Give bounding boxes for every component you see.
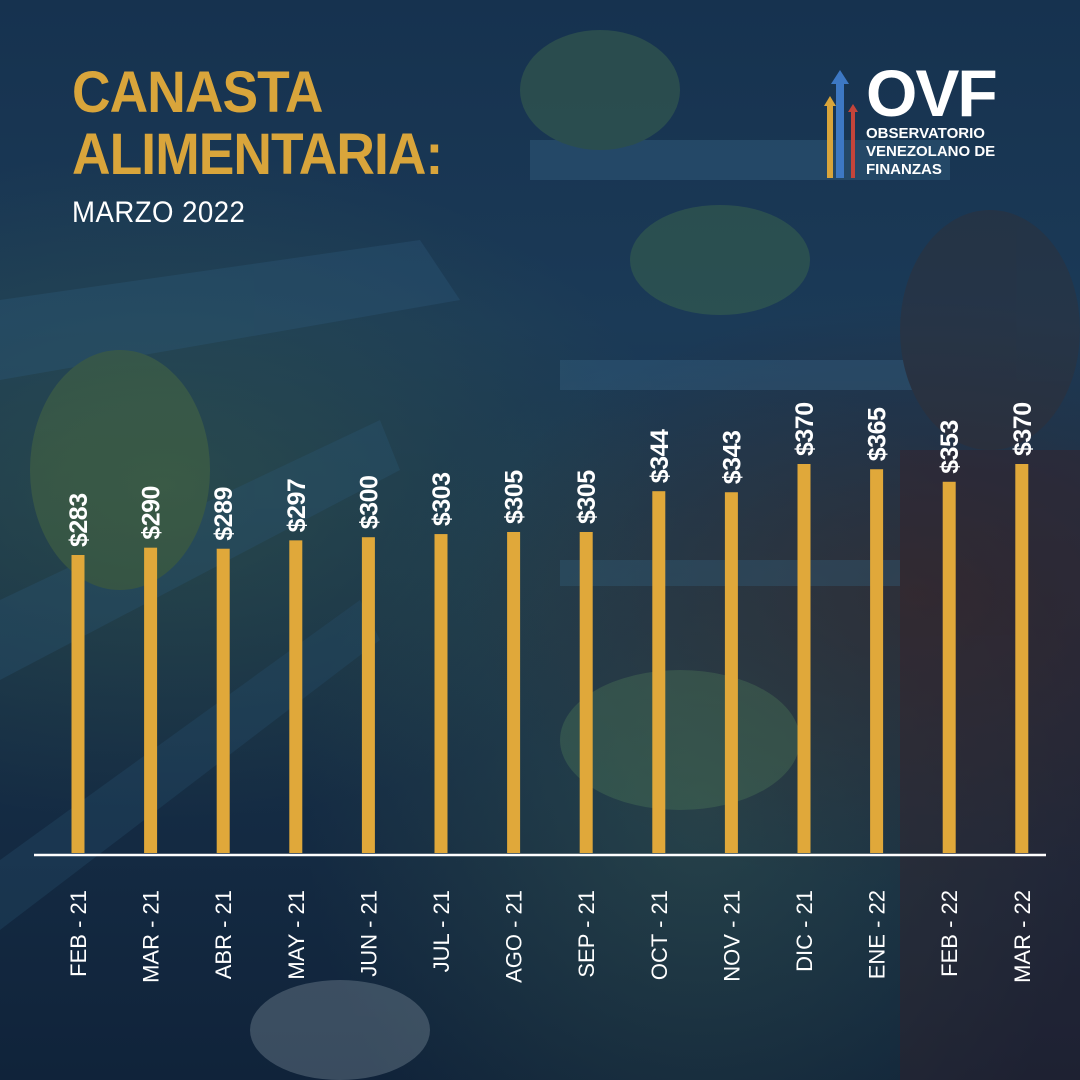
category-label-4: JUN - 21	[356, 890, 381, 977]
bar-7	[579, 531, 593, 853]
logo-text-line-3: FINANZAS	[866, 161, 942, 178]
category-label-0: FEB - 21	[66, 890, 91, 977]
category-label-10: DIC - 21	[792, 890, 817, 972]
category-label-3: MAY - 21	[284, 890, 309, 980]
logo-text-line-2: VENEZOLANO DE	[866, 143, 996, 160]
value-label-8: $344	[646, 429, 674, 483]
category-label-11: ENE - 22	[865, 890, 890, 979]
bar-5	[434, 534, 448, 853]
value-label-0: $283	[65, 493, 93, 547]
value-label-12: $353	[936, 420, 964, 474]
bar-12	[942, 481, 956, 853]
value-label-5: $303	[428, 472, 456, 526]
bar-6	[507, 531, 521, 853]
value-label-3: $297	[283, 479, 311, 533]
category-label-7: SEP - 21	[574, 890, 599, 978]
title-line-2: ALIMENTARIA:	[72, 122, 443, 187]
category-label-1: MAR - 21	[139, 890, 164, 983]
category-label-12: FEB - 22	[937, 890, 962, 977]
subtitle: MARZO 2022	[72, 196, 246, 229]
title-block: CANASTA ALIMENTARIA: MARZO 2022	[72, 62, 475, 230]
value-label-1: $290	[138, 486, 166, 540]
bar-4	[361, 537, 375, 853]
value-label-10: $370	[791, 402, 819, 456]
value-labels-layer: $283 $290 $289 $297 $300 $303 $305 $305 $344 $343…	[65, 402, 1037, 547]
category-label-2: ABR - 21	[211, 890, 236, 979]
value-label-7: $305	[573, 470, 601, 524]
bar-1	[144, 547, 158, 853]
bar-0	[71, 555, 85, 853]
value-label-2: $289	[210, 487, 238, 541]
category-label-9: NOV - 21	[719, 890, 744, 982]
bar-11	[870, 469, 884, 853]
ovf-logo: OVF OBSERVATORIO VENEZOLANO DE FINANZAS	[818, 60, 1028, 181]
category-labels-layer: FEB - 21 MAR - 21 ABR - 21 MAY - 21 JUN - 21…	[66, 890, 1035, 983]
bar-9	[724, 492, 738, 853]
bar-8	[652, 491, 666, 853]
upward-arrows-icon	[824, 70, 858, 178]
bars-layer	[71, 464, 1029, 853]
bar-13	[1015, 464, 1029, 853]
value-label-11: $365	[864, 407, 892, 461]
category-label-8: OCT - 21	[647, 890, 672, 980]
bar-3	[289, 540, 303, 853]
title-line-1: CANASTA	[72, 60, 323, 125]
bar-10	[797, 464, 811, 853]
category-label-5: JUL - 21	[429, 890, 454, 972]
logo-text-line-1: OBSERVATORIO	[866, 125, 985, 142]
value-label-4: $300	[355, 476, 383, 530]
bar-2	[216, 548, 230, 853]
logo-acronym: OVF	[866, 56, 998, 130]
category-label-13: MAR - 22	[1010, 890, 1035, 983]
value-label-6: $305	[501, 470, 529, 524]
value-label-13: $370	[1009, 402, 1037, 456]
category-label-6: AGO - 21	[502, 890, 527, 983]
value-label-9: $343	[718, 431, 746, 485]
